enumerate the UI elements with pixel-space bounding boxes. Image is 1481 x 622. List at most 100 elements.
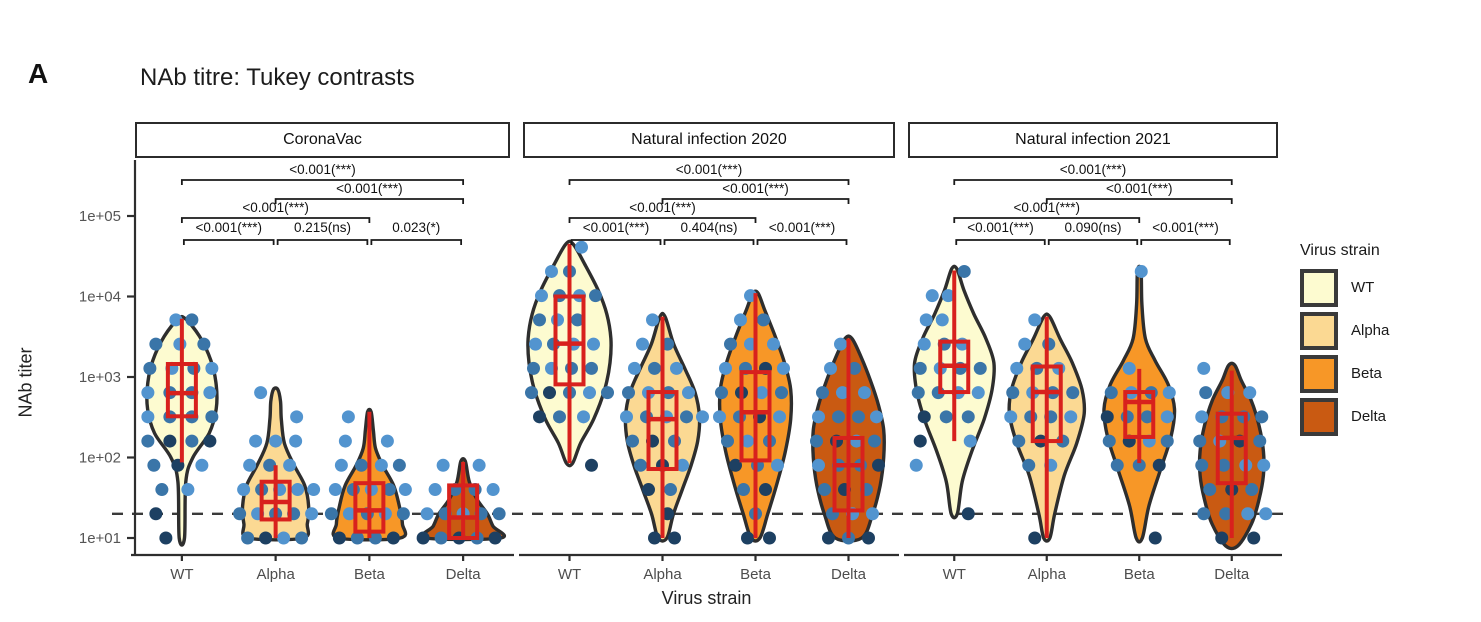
data-point [163,434,177,448]
x-tick-label: Alpha [256,566,295,583]
data-point [436,458,450,472]
data-point [197,337,211,351]
data-point [622,386,635,400]
x-tick-label: WT [943,566,966,583]
data-point [488,531,502,545]
data-point [277,531,291,545]
legend-label-beta: Beta [1351,365,1382,382]
significance-label: <0.001(***) [1014,200,1080,215]
x-axis-title: Virus strain [661,588,752,608]
significance-bracket [663,239,755,245]
y-tick-label: 1e+05 [79,208,121,225]
data-point [773,410,786,424]
data-point [913,361,927,375]
data-point [925,289,939,303]
box-iqr [1030,364,1063,444]
data-point [290,410,304,424]
significance-bracket [180,179,465,185]
data-point [917,410,931,424]
data-point [1243,386,1257,400]
legend-item-beta: Beta [1300,354,1389,393]
data-point [254,386,268,400]
facet-header-coronavac: CoronaVac [135,122,510,158]
significance-label: <0.001(***) [722,181,788,196]
significance-bracket [180,217,371,223]
data-point [263,458,277,472]
data-point [1219,507,1233,521]
data-point [634,458,647,472]
data-point [737,483,750,497]
y-tick-label: 1e+03 [79,369,121,386]
data-point [1012,434,1026,448]
data-point [392,458,406,472]
data-point [324,507,338,521]
data-point [374,458,388,472]
figure-panel-letter: A [28,58,49,89]
data-point [1160,434,1174,448]
data-point [668,531,681,545]
data-point [354,458,368,472]
data-point [816,386,829,400]
data-point [858,386,871,400]
significance-bracket [370,239,463,245]
data-point [646,313,659,327]
x-tick-label: Delta [1214,566,1250,583]
data-point [1241,507,1255,521]
x-tick-label: Delta [831,566,867,583]
data-point [420,507,434,521]
legend-label-delta: Delta [1351,408,1387,425]
data-point [529,337,542,351]
significance-bracket [661,198,850,204]
data-point [334,458,348,472]
data-point [386,531,400,545]
data-point [1010,361,1024,375]
data-point [527,361,540,375]
data-point [822,531,835,545]
data-point [648,531,661,545]
data-point [159,531,173,545]
data-point [935,313,949,327]
data-point [1203,483,1217,497]
legend-label-wt: WT [1351,279,1375,296]
box-iqr [832,435,865,513]
data-point [767,337,780,351]
box-iqr [646,390,679,471]
data-point [283,458,297,472]
data-point [620,410,633,424]
significance-bracket [756,239,848,245]
data-point [919,313,933,327]
data-point [472,458,486,472]
data-point [1132,458,1146,472]
legend-swatch-delta [1300,397,1338,436]
box-iqr [553,294,586,387]
data-point [741,531,754,545]
data-point [775,386,788,400]
significance-bracket [1047,239,1139,245]
data-point [205,361,219,375]
legend-title: Virus strain [1300,242,1380,259]
data-point [957,264,971,278]
data-point [428,483,442,497]
significance-label: <0.001(***) [583,220,649,235]
data-point [368,531,382,545]
significance-label: <0.001(***) [967,220,1033,235]
data-point [259,531,273,545]
x-tick-label: WT [170,566,193,583]
significance-bracket [953,217,1141,223]
data-point [636,337,649,351]
data-point [169,313,183,327]
data-point [866,507,879,521]
data-point [812,410,825,424]
legend: Virus strain WT Alpha Beta Delta [1300,242,1389,444]
significance-label: 0.090(ns) [1064,220,1121,235]
data-point [1253,434,1267,448]
data-point [1247,531,1261,545]
data-point [185,434,199,448]
box-iqr [1123,390,1156,439]
x-tick-label: Alpha [1028,566,1067,583]
significance-label: <0.001(***) [242,200,308,215]
legend-swatch-wt [1300,268,1338,307]
significance-label: <0.001(***) [1060,162,1126,177]
significance-label: 0.023(*) [392,220,440,235]
